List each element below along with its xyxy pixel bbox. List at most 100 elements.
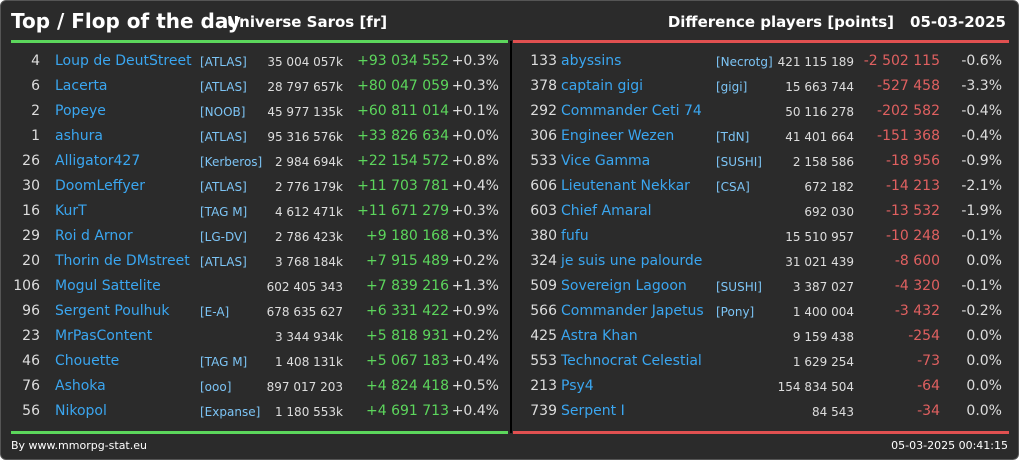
rank-cell: 23 bbox=[22, 328, 40, 344]
date-label: 05-03-2025 bbox=[910, 13, 1006, 31]
player-name-link[interactable]: Vice Gamma bbox=[561, 153, 651, 169]
alliance-tag[interactable]: [ooo] bbox=[200, 380, 232, 394]
alliance-tag[interactable]: [ATLAS] bbox=[200, 80, 247, 94]
rank-cell: 213 bbox=[530, 378, 557, 394]
alliance-tag[interactable]: [Expanse] bbox=[200, 405, 261, 419]
player-name-link[interactable]: Loup de DeutStreet bbox=[55, 53, 192, 69]
rank-cell: 96 bbox=[22, 303, 40, 319]
player-name-link[interactable]: MrPasContent bbox=[55, 328, 153, 344]
header: Top / Flop of the day Universe Saros [fr… bbox=[11, 9, 1006, 35]
player-name-link[interactable]: DoomLeffyer bbox=[55, 178, 146, 194]
alliance-tag[interactable]: [TAG M] bbox=[200, 355, 248, 369]
player-name-link[interactable]: ashura bbox=[55, 128, 103, 144]
player-name-link[interactable]: Lacerta bbox=[55, 78, 108, 94]
player-name-link[interactable]: Technocrat Celestial bbox=[561, 353, 702, 369]
alliance-tag[interactable]: [gigi] bbox=[716, 80, 748, 94]
points-cell: 3 344 934k bbox=[274, 330, 343, 344]
alliance-tag[interactable]: [Kerberos] bbox=[200, 155, 263, 169]
percent-cell: -0.1% bbox=[961, 228, 1002, 244]
alliance-tag[interactable]: [ATLAS] bbox=[200, 130, 247, 144]
player-name-link[interactable]: Sergent Poulhuk bbox=[55, 303, 170, 319]
rank-cell: 603 bbox=[530, 203, 557, 219]
points-cell: 2 786 423k bbox=[274, 230, 343, 244]
rank-cell: 553 bbox=[530, 353, 557, 369]
player-row: 606 Lieutenant Nekkar [CSA] 672 182 -14 213 -… bbox=[513, 174, 1018, 199]
player-name-link[interactable]: Serpent I bbox=[561, 403, 625, 419]
player-name-link[interactable]: Chief Amaral bbox=[561, 203, 652, 219]
player-name-link[interactable]: Ashoka bbox=[55, 378, 106, 394]
points-diff-cell: +7 915 489 bbox=[366, 253, 449, 269]
percent-cell: +0.4% bbox=[451, 403, 499, 419]
alliance-tag[interactable]: [TAG M] bbox=[200, 205, 248, 219]
alliance-tag[interactable]: [CSA] bbox=[716, 180, 750, 194]
player-name-link[interactable]: Psy4 bbox=[561, 378, 594, 394]
player-row: 292 Commander Ceti 74 50 116 278 -202 582 -0… bbox=[513, 99, 1018, 124]
player-name-link[interactable]: fufu bbox=[561, 228, 589, 244]
player-name-link[interactable]: Alligator427 bbox=[55, 153, 141, 169]
points-cell: 1 408 131k bbox=[274, 355, 343, 369]
top-players-list: 4 Loup de DeutStreet [ATLAS] 35 004 057k +93… bbox=[1, 49, 509, 424]
points-cell: 897 017 203 bbox=[266, 380, 343, 394]
player-row: 378 captain gigi [gigi] 15 663 744 -527 458 -… bbox=[513, 74, 1018, 99]
percent-cell: 0.0% bbox=[966, 378, 1002, 394]
player-name-link[interactable]: Nikopol bbox=[55, 403, 107, 419]
percent-cell: +0.3% bbox=[451, 228, 499, 244]
player-row: 533 Vice Gamma [SUSHI] 2 158 586 -18 956 -0.9… bbox=[513, 149, 1018, 174]
alliance-tag[interactable]: [ATLAS] bbox=[200, 180, 247, 194]
player-name-link[interactable]: Engineer Wezen bbox=[561, 128, 675, 144]
points-cell: 602 405 343 bbox=[266, 280, 343, 294]
rank-cell: 606 bbox=[530, 178, 557, 194]
rank-cell: 4 bbox=[31, 53, 40, 69]
rank-cell: 378 bbox=[530, 78, 557, 94]
percent-cell: +0.3% bbox=[451, 203, 499, 219]
alliance-tag[interactable]: [LG-DV] bbox=[200, 230, 247, 244]
page-title: Top / Flop of the day bbox=[11, 9, 241, 33]
alliance-tag[interactable]: [SUSHI] bbox=[716, 155, 762, 169]
player-name-link[interactable]: Chouette bbox=[55, 353, 120, 369]
points-diff-cell: -64 bbox=[917, 378, 940, 394]
player-name-link[interactable]: Popeye bbox=[55, 103, 106, 119]
alliance-tag[interactable]: [Pony] bbox=[716, 305, 755, 319]
points-diff-cell: -8 600 bbox=[894, 253, 940, 269]
player-name-link[interactable]: Lieutenant Nekkar bbox=[561, 178, 690, 194]
points-cell: 4 612 471k bbox=[274, 205, 343, 219]
player-name-link[interactable]: Commander Japetus bbox=[561, 303, 704, 319]
points-cell: 2 158 586 bbox=[792, 155, 854, 169]
player-name-link[interactable]: abyssins bbox=[561, 53, 622, 69]
player-name-link[interactable]: Thorin de DMstreet bbox=[55, 253, 190, 269]
player-row: 46 Chouette [TAG M] 1 408 131k +5 067 183 +0.… bbox=[1, 349, 509, 374]
alliance-tag[interactable]: [SUSHI] bbox=[716, 280, 762, 294]
points-diff-cell: -14 213 bbox=[885, 178, 940, 194]
player-name-link[interactable]: Sovereign Lagoon bbox=[561, 278, 687, 294]
percent-cell: +0.3% bbox=[451, 78, 499, 94]
player-row: 23 MrPasContent 3 344 934k +5 818 931 +0.2% bbox=[1, 324, 509, 349]
alliance-tag[interactable]: [Necrotg] bbox=[716, 55, 773, 69]
player-name-link[interactable]: KurT bbox=[55, 203, 87, 219]
alliance-tag[interactable]: [NOOB] bbox=[200, 105, 246, 119]
player-name-link[interactable]: captain gigi bbox=[561, 78, 643, 94]
points-diff-cell: -4 320 bbox=[894, 278, 940, 294]
player-name-link[interactable]: je suis une palourde bbox=[561, 253, 703, 269]
points-diff-cell: +22 154 572 bbox=[357, 153, 449, 169]
alliance-tag[interactable]: [E-A] bbox=[200, 305, 230, 319]
player-name-link[interactable]: Astra Khan bbox=[561, 328, 638, 344]
percent-cell: -0.4% bbox=[961, 128, 1002, 144]
rank-cell: 106 bbox=[13, 278, 40, 294]
alliance-tag[interactable]: [ATLAS] bbox=[200, 55, 247, 69]
rank-cell: 292 bbox=[530, 103, 557, 119]
points-cell: 15 510 957 bbox=[785, 230, 854, 244]
alliance-tag[interactable]: [ATLAS] bbox=[200, 255, 247, 269]
percent-cell: +0.9% bbox=[451, 303, 499, 319]
points-cell: 672 182 bbox=[804, 180, 854, 194]
points-cell: 15 663 744 bbox=[785, 80, 854, 94]
player-name-link[interactable]: Commander Ceti 74 bbox=[561, 103, 702, 119]
alliance-tag[interactable]: [TdN] bbox=[716, 130, 750, 144]
player-row: 30 DoomLeffyer [ATLAS] 2 776 179k +11 703 78… bbox=[1, 174, 509, 199]
rank-cell: 16 bbox=[22, 203, 40, 219]
points-diff-cell: +4 691 713 bbox=[366, 403, 449, 419]
player-name-link[interactable]: Mogul Sattelite bbox=[55, 278, 161, 294]
player-row: 213 Psy4 154 834 504 -64 0.0% bbox=[513, 374, 1018, 399]
points-cell: 2 776 179k bbox=[274, 180, 343, 194]
player-name-link[interactable]: Roi d Arnor bbox=[55, 228, 133, 244]
